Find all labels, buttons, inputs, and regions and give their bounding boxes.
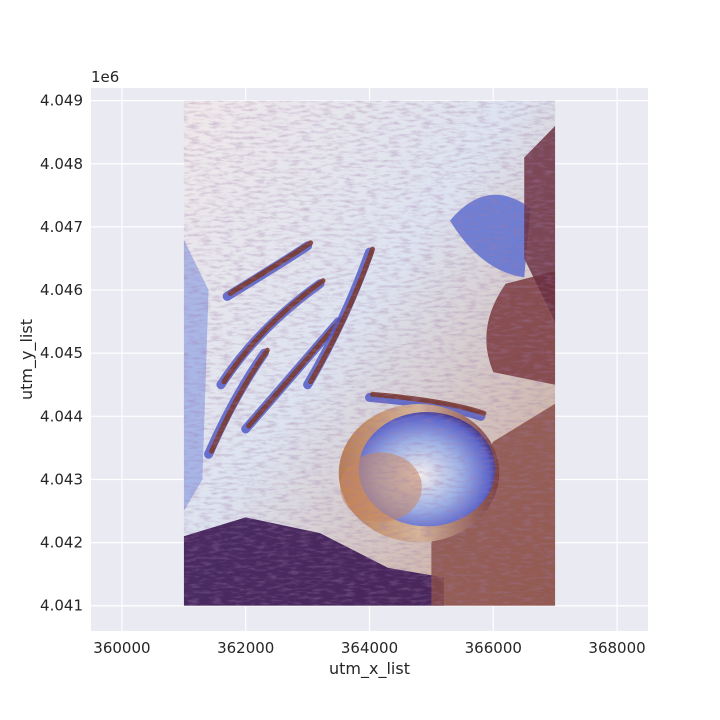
y-tick-label: 4.044 <box>40 407 83 425</box>
y-tick-label: 4.046 <box>40 281 83 299</box>
x-tick-label: 360000 <box>93 639 150 657</box>
x-tick-label: 368000 <box>588 639 645 657</box>
y-axis-label: utm_y_list <box>17 319 37 400</box>
y-tick-label: 4.043 <box>40 470 83 488</box>
y-tick-label: 4.048 <box>40 155 83 173</box>
terrain-texture <box>183 100 556 606</box>
x-tick-label: 366000 <box>465 639 522 657</box>
y-tick-label: 4.042 <box>40 534 83 552</box>
x-axis-label: utm_x_list <box>329 659 410 679</box>
x-tick-labels: 360000 362000 364000 366000 368000 <box>93 639 645 657</box>
y-tick-label: 4.049 <box>40 92 83 110</box>
x-tick-label: 362000 <box>217 639 274 657</box>
y-offset-label: 1e6 <box>91 68 119 86</box>
y-tick-label: 4.047 <box>40 218 83 236</box>
data-image <box>183 100 556 606</box>
y-tick-label: 4.041 <box>40 597 83 615</box>
x-tick-label: 364000 <box>341 639 398 657</box>
y-tick-labels: 4.041 4.042 4.043 4.044 4.045 4.046 4.047 4.048… <box>40 92 83 615</box>
y-tick-label: 4.045 <box>40 344 83 362</box>
